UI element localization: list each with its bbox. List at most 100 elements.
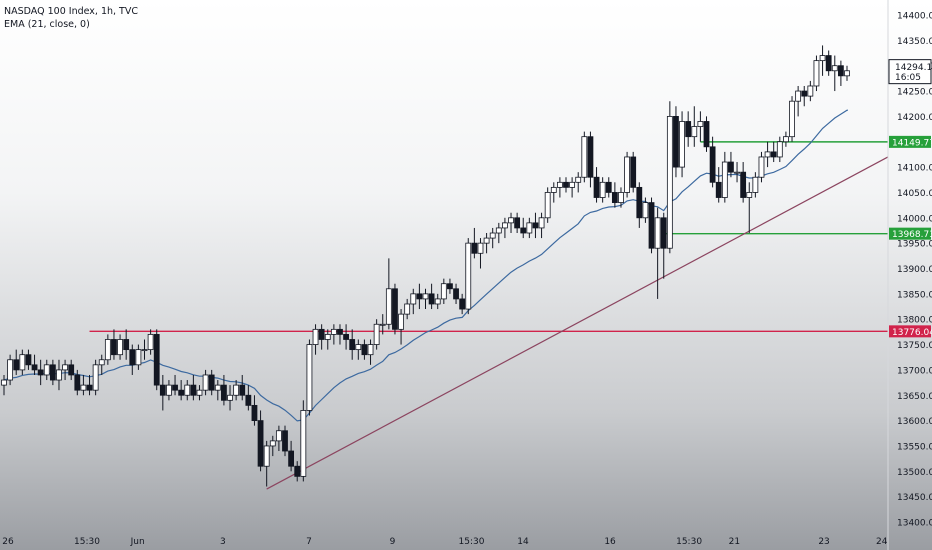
candle-body xyxy=(673,116,679,168)
candle xyxy=(764,141,771,168)
candle xyxy=(440,278,447,304)
last-price-countdown: 16:05 xyxy=(895,73,921,83)
candle xyxy=(721,151,728,203)
candle-body xyxy=(789,100,795,138)
candle-body xyxy=(13,359,20,371)
time-tick-label: 7 xyxy=(306,537,312,547)
symbol-title[interactable]: NASDAQ 100 Index, 1h, TVC xyxy=(4,6,138,17)
candle xyxy=(648,197,655,254)
price-tick-label: 13650.00 xyxy=(897,392,932,402)
candle-body xyxy=(489,232,496,239)
price-tick-label: 14000.00 xyxy=(897,214,932,224)
price-tick-label: 13400.00 xyxy=(897,519,932,529)
candle-body xyxy=(544,192,551,219)
candle xyxy=(807,80,814,102)
candle xyxy=(208,369,215,396)
price-label-text: 13776.04 xyxy=(892,328,932,338)
candle-body xyxy=(37,369,44,376)
candle xyxy=(740,162,747,203)
candle xyxy=(801,85,808,107)
time-tick-label: 9 xyxy=(390,537,396,547)
candle-body xyxy=(288,450,295,467)
candle xyxy=(117,334,123,360)
candle-body xyxy=(746,192,753,198)
candle xyxy=(337,324,343,345)
time-tick-label: 3 xyxy=(220,537,226,547)
candle xyxy=(837,60,844,86)
candle xyxy=(563,177,569,193)
candle-body xyxy=(660,217,667,249)
candle xyxy=(447,278,453,294)
candle xyxy=(636,182,643,228)
candle-body xyxy=(728,161,734,173)
candle xyxy=(728,151,734,178)
candle xyxy=(789,96,795,142)
price-label-bg xyxy=(889,325,931,338)
trendline xyxy=(266,156,889,490)
indicator-label[interactable]: EMA (21, close, 0) xyxy=(4,19,90,30)
candle-body xyxy=(361,344,368,356)
candle-body xyxy=(599,181,606,198)
candle-body xyxy=(508,217,514,224)
candle-body xyxy=(416,293,423,300)
candles xyxy=(1,45,850,487)
candle-body xyxy=(141,349,148,352)
candle-body xyxy=(819,55,826,62)
candle-body xyxy=(92,364,99,391)
candle xyxy=(251,395,258,426)
candle-body xyxy=(447,283,453,290)
candle-body xyxy=(575,176,582,183)
candle-body xyxy=(428,293,435,305)
candle xyxy=(666,101,673,254)
candle-body xyxy=(587,136,594,178)
candle-body xyxy=(654,217,661,249)
candle xyxy=(746,182,753,234)
candle xyxy=(111,329,117,360)
candle-body xyxy=(135,349,142,366)
candle-body xyxy=(214,384,221,391)
candle xyxy=(697,111,704,142)
time-tick-label: 14 xyxy=(517,537,529,547)
candle xyxy=(459,293,466,315)
candle-body xyxy=(795,90,802,102)
candle xyxy=(422,288,429,310)
candle xyxy=(343,324,349,350)
candle xyxy=(752,172,759,198)
candle-body xyxy=(459,298,466,310)
candle xyxy=(642,197,649,223)
price-tick-label: 13850.00 xyxy=(897,290,932,300)
time-axis[interactable]: 26 15:30 Jun 3 7 9 15:30 14 16 15:30 21 23 24 xyxy=(2,537,888,547)
candle-body xyxy=(514,217,521,229)
candle-body xyxy=(239,384,246,396)
candle xyxy=(43,359,50,381)
candle-body xyxy=(715,181,722,198)
candle-body xyxy=(392,288,398,330)
ema-line xyxy=(3,109,848,422)
candle xyxy=(306,339,313,416)
candle-body xyxy=(330,328,337,335)
candle xyxy=(385,258,392,330)
candle xyxy=(495,222,502,244)
candle-body xyxy=(49,364,56,381)
candle-body xyxy=(770,151,777,158)
candle-body xyxy=(379,323,386,326)
candle-body xyxy=(153,334,160,386)
candle-body xyxy=(25,354,32,366)
candle xyxy=(679,111,685,178)
candle xyxy=(184,380,191,401)
candle xyxy=(233,380,240,401)
candle-body xyxy=(758,156,765,178)
candle-body xyxy=(202,374,209,391)
price-tick-label: 14200.00 xyxy=(897,113,932,123)
candle xyxy=(392,283,398,335)
candle xyxy=(416,283,423,310)
time-tick-label: 24 xyxy=(876,537,888,547)
candle-body xyxy=(721,161,728,198)
candle xyxy=(275,425,282,452)
candle-body xyxy=(550,186,557,193)
candle-body xyxy=(703,121,710,148)
candle-body xyxy=(117,339,123,356)
candle-body xyxy=(208,374,215,391)
candle xyxy=(819,45,826,76)
